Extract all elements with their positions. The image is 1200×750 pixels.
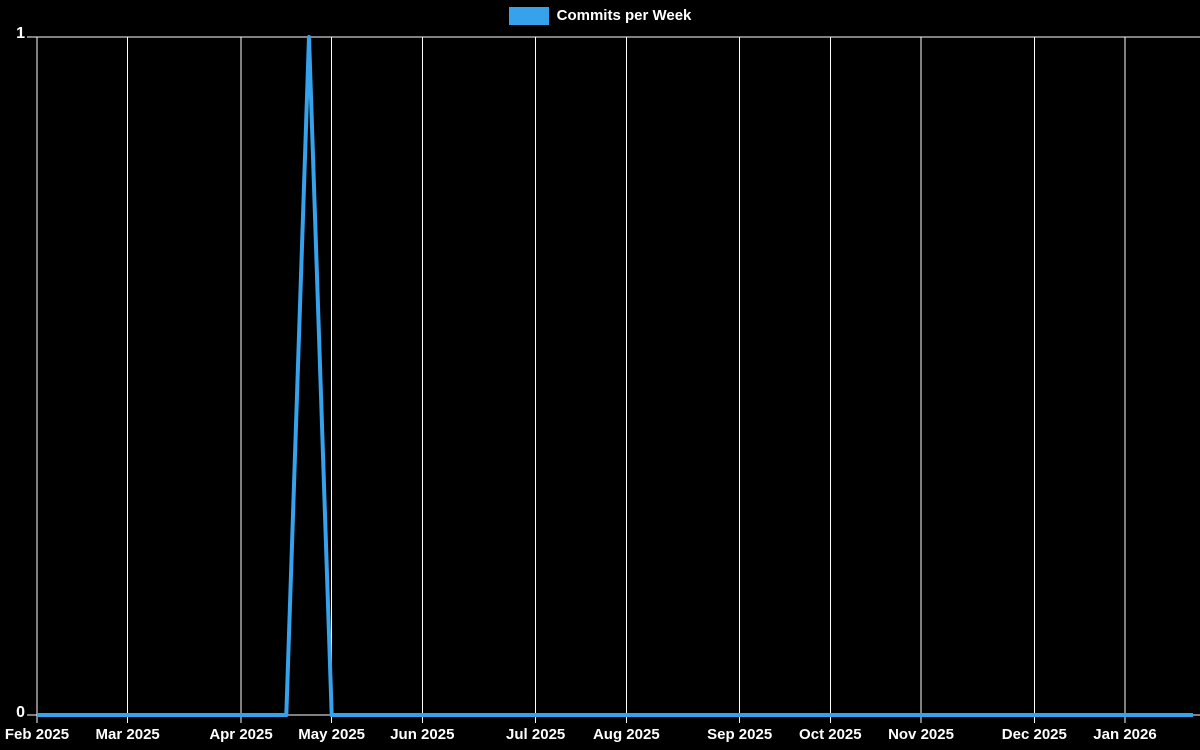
x-axis-tick-label: Feb 2025 <box>4 726 70 743</box>
legend-swatch <box>508 7 549 25</box>
x-axis-tick-label: Sep 2025 <box>707 726 773 743</box>
y-axis-tick-label-1: 1 <box>16 25 25 42</box>
x-axis-tick-label: Dec 2025 <box>1001 726 1067 743</box>
x-axis-tick-label: Mar 2025 <box>95 726 160 743</box>
x-axis-tick-label: Jul 2025 <box>506 726 566 743</box>
x-axis-tick-label: Aug 2025 <box>592 726 660 743</box>
commits-line-series <box>37 35 1193 717</box>
x-axis-tick-label: Jun 2025 <box>390 726 455 743</box>
legend: Commits per Week <box>0 7 1200 25</box>
x-axis-tick-label: Oct 2025 <box>799 726 862 743</box>
x-axis-tick-label: Jan 2026 <box>1093 726 1157 743</box>
x-axis-tick-label: Nov 2025 <box>888 726 954 743</box>
legend-label: Commits per Week <box>556 7 692 24</box>
y-axis-tick-label-0: 0 <box>16 704 25 721</box>
x-axis-tick-label: May 2025 <box>298 726 366 743</box>
x-axis-tick-label: Apr 2025 <box>209 726 273 743</box>
